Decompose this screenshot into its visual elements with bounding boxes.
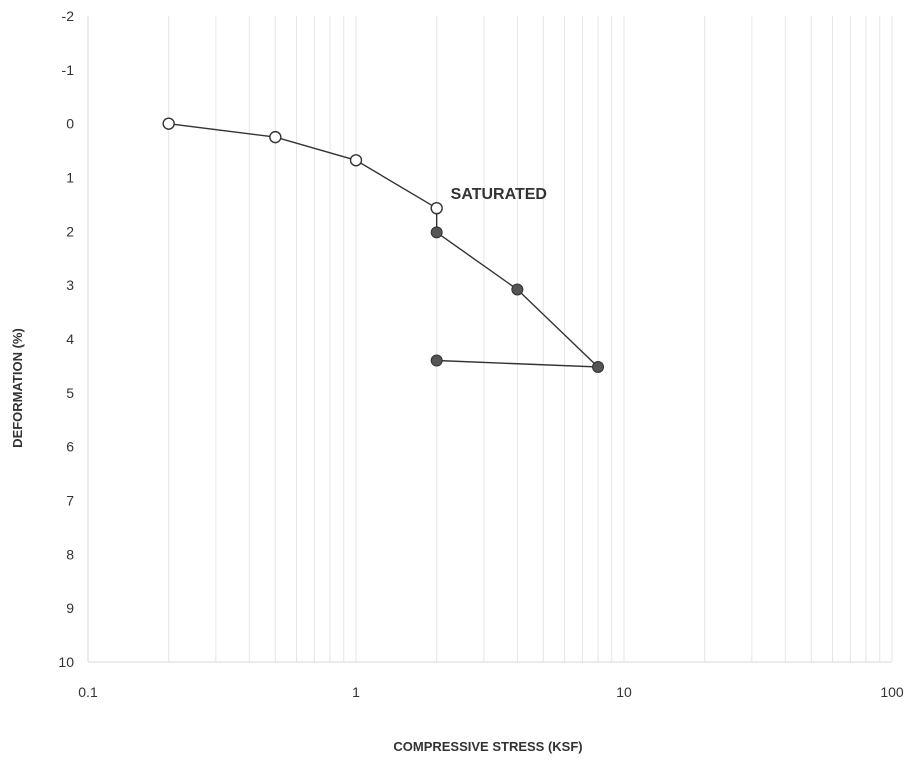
y-tick-label: 10 — [58, 654, 74, 670]
saturated-point — [592, 360, 605, 373]
y-tick-label: 7 — [66, 493, 74, 509]
series-points — [162, 117, 605, 373]
series-lines — [168, 123, 600, 368]
y-axis-ticks: -2 -1 0 1 2 3 4 5 6 7 8 9 10 — [58, 8, 74, 670]
y-tick-label: 6 — [66, 439, 74, 455]
series-line-1 — [168, 123, 438, 209]
y-tick-label: -2 — [62, 8, 75, 24]
x-tick-label: 0.1 — [78, 684, 98, 700]
x-axis-title: COMPRESSIVE STRESS (KSF) — [393, 739, 582, 754]
y-tick-label: 2 — [66, 223, 74, 239]
y-tick-label: -1 — [62, 62, 75, 78]
dry-point — [430, 201, 443, 215]
y-tick-label: 1 — [66, 170, 74, 186]
y-tick-label: 8 — [66, 546, 74, 562]
x-axis-ticks: 0.1 1 10 100 — [78, 684, 904, 700]
saturated-annotation: SATURATED — [451, 186, 547, 203]
dry-point — [349, 154, 363, 167]
y-tick-label: 9 — [66, 600, 74, 616]
y-tick-label: 4 — [66, 331, 74, 347]
y-axis-title: DEFORMATION (%) — [10, 328, 25, 448]
dry-point — [269, 130, 282, 144]
saturated-point — [511, 283, 524, 296]
y-tick-label: 3 — [66, 277, 74, 293]
x-tick-label: 100 — [880, 684, 904, 700]
dry-point — [162, 117, 175, 130]
x-tick-label: 1 — [352, 684, 360, 700]
series-line-2 — [436, 231, 600, 368]
y-tick-label: 5 — [66, 385, 74, 401]
saturated-point — [430, 226, 443, 239]
x-tick-label: 10 — [616, 684, 632, 700]
y-tick-label: 0 — [66, 116, 74, 132]
saturated-point — [430, 354, 443, 367]
grid — [87, 16, 893, 662]
plot-frame — [87, 16, 892, 663]
